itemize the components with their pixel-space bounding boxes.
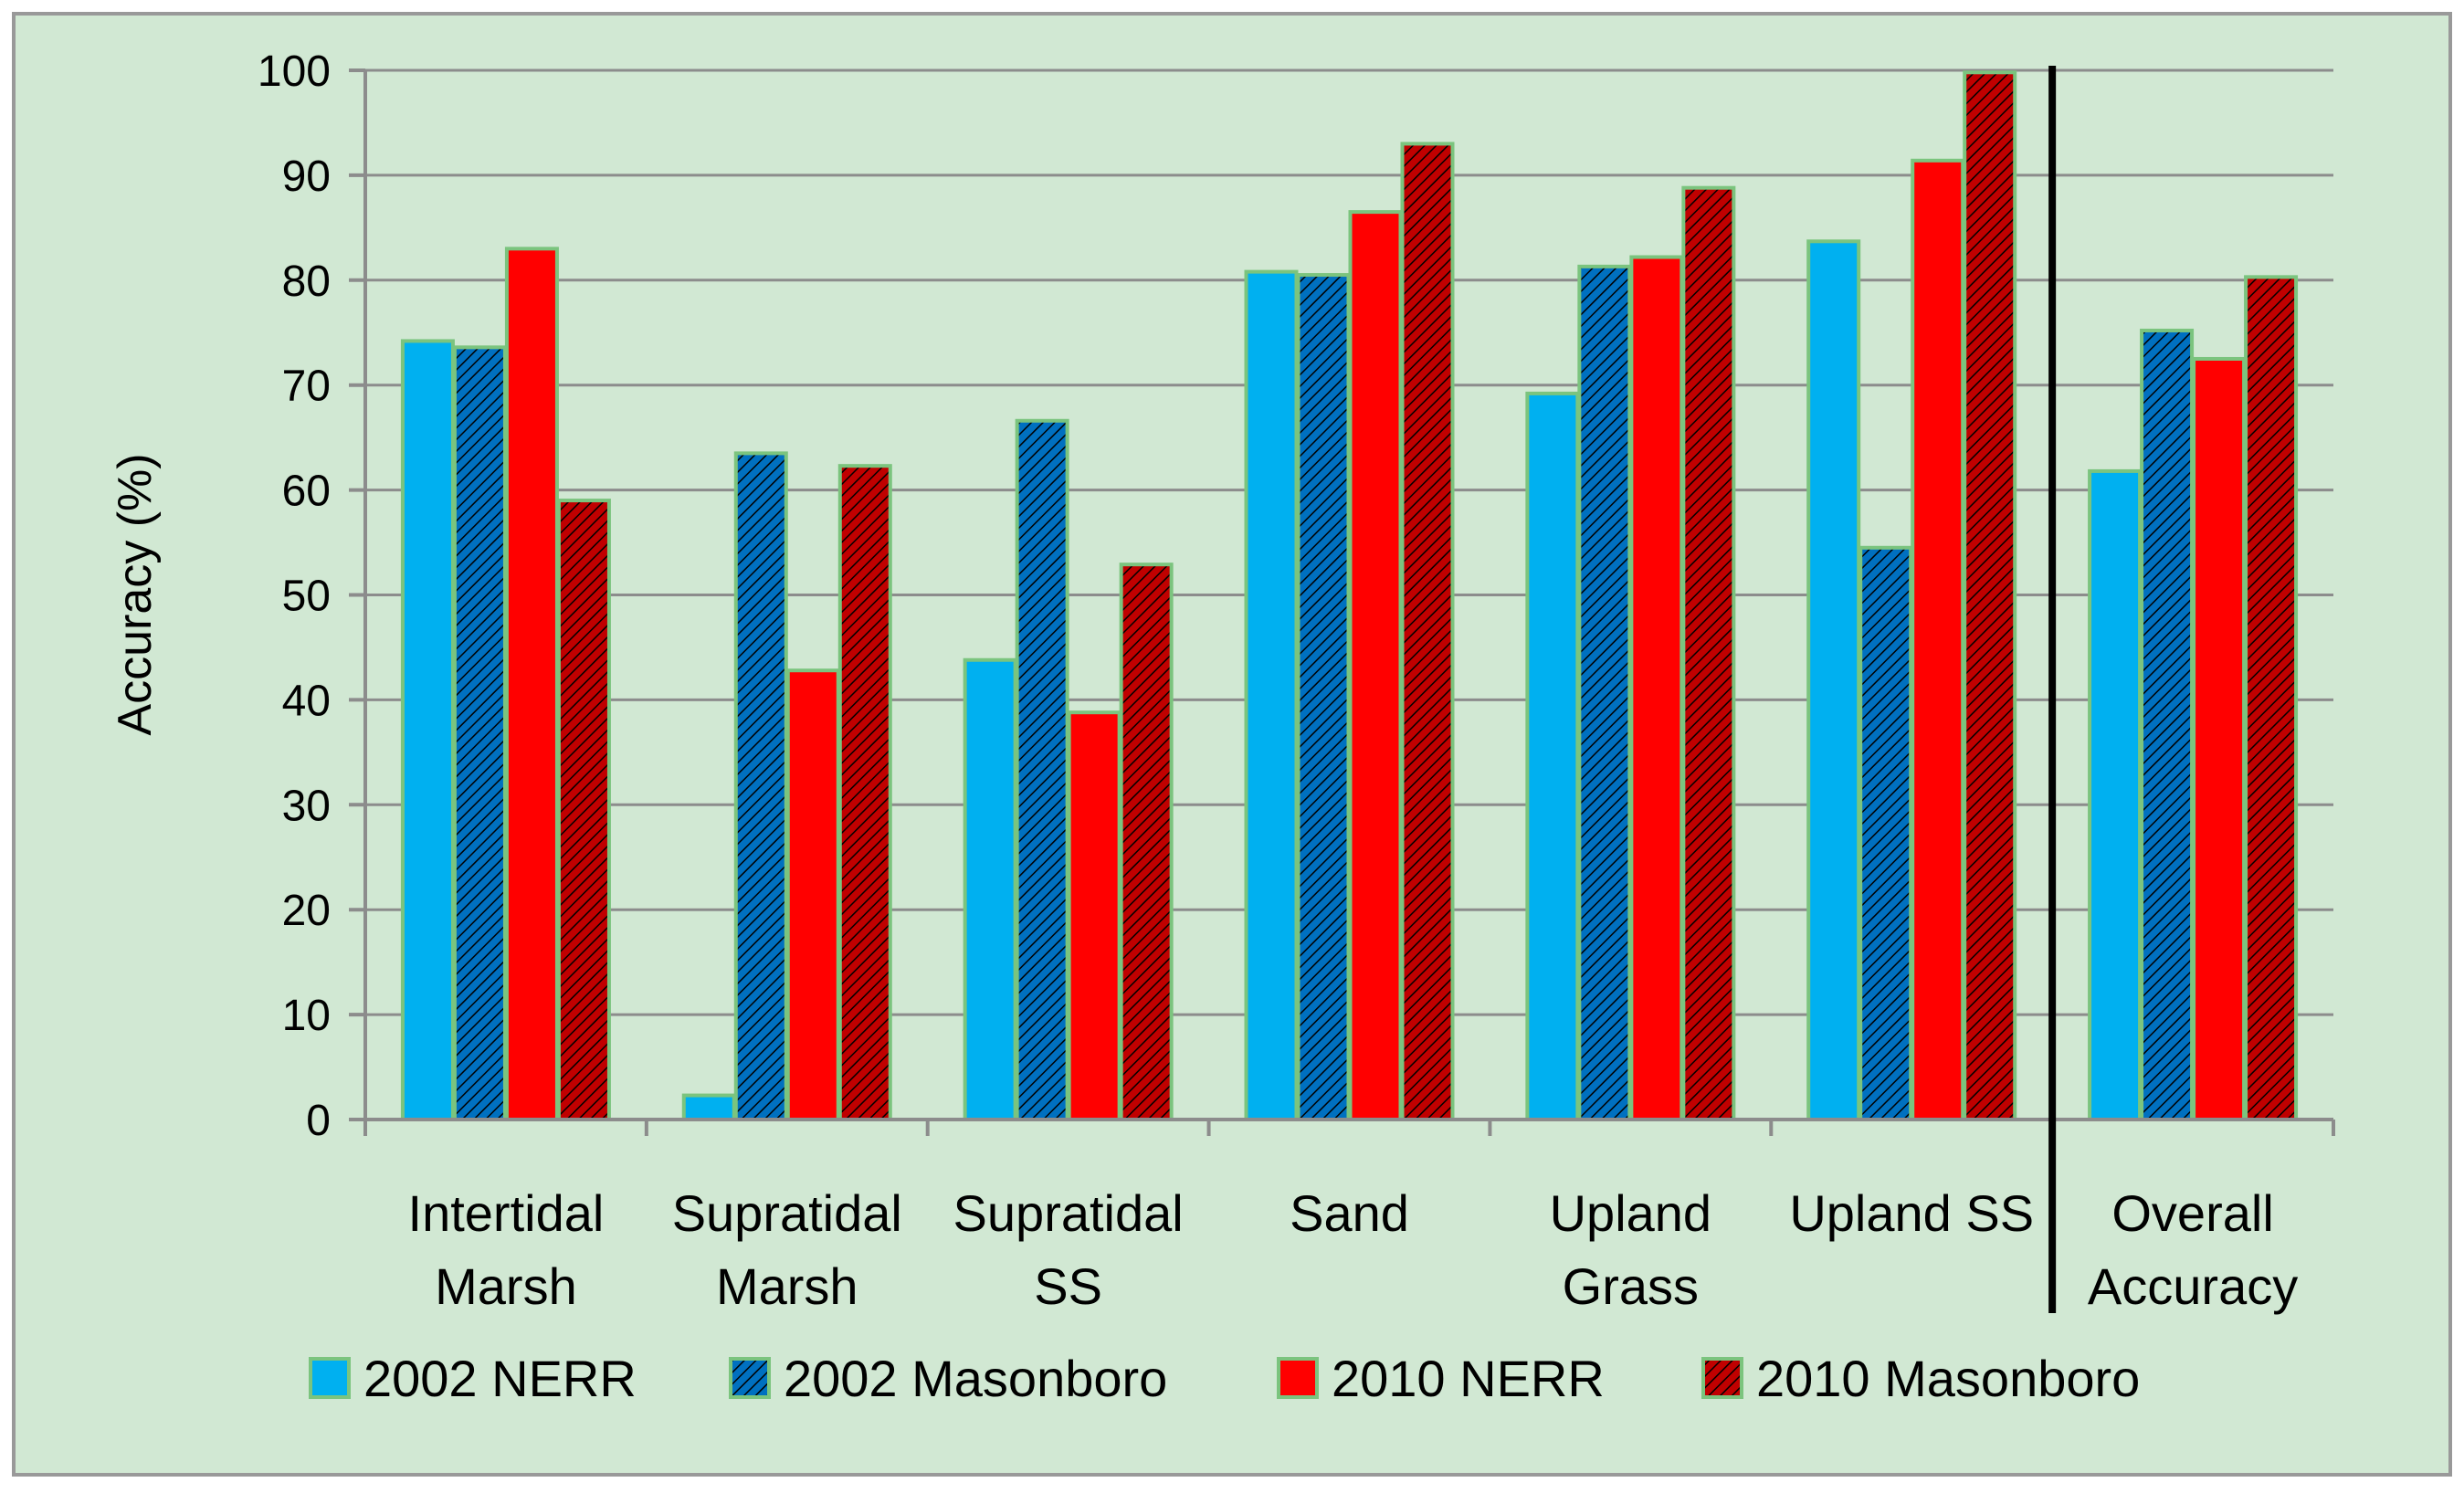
y-axis-title: Accuracy (%): [109, 453, 162, 735]
bar: [1296, 273, 1351, 1121]
legend-label: 2010 Masonboro: [1756, 1350, 2140, 1407]
bar: [2244, 275, 2299, 1121]
bar: [2192, 356, 2247, 1122]
bar: [1911, 158, 1965, 1122]
x-tick-label: Supratidal: [953, 1184, 1184, 1242]
x-tick-label: Supratidal: [672, 1184, 902, 1242]
bar: [837, 464, 892, 1122]
bar: [1348, 210, 1403, 1122]
y-tick-label: 90: [282, 152, 331, 201]
y-tick-label: 30: [282, 782, 331, 830]
bar: [1119, 563, 1174, 1121]
legend: 2002 NERR 2002 Masonboro 2010 NERR 2010 Mas…: [309, 1350, 2140, 1407]
y-tick-labels: 0 10 20 30 40 50 60 70 80 90 100: [258, 47, 331, 1145]
bar: [1806, 239, 1861, 1121]
bar: [1244, 269, 1299, 1122]
legend-swatch: [309, 1357, 351, 1399]
legend-swatch: [729, 1357, 771, 1399]
chart-background: [12, 12, 2452, 1477]
bar: [1577, 264, 1632, 1122]
legend-swatch: [1277, 1357, 1319, 1399]
legend-label: 2010 NERR: [1332, 1350, 1605, 1407]
bar: [1067, 710, 1121, 1121]
bar: [733, 451, 788, 1121]
y-tick-label: 70: [282, 363, 331, 411]
x-tick-label: Grass: [1563, 1257, 1699, 1315]
x-tick-label: Accuracy: [2088, 1257, 2298, 1315]
bar: [681, 1093, 736, 1121]
x-tick-label: Marsh: [435, 1257, 577, 1315]
axes: [349, 66, 2335, 1313]
bar: [963, 657, 1017, 1121]
y-tick-label: 80: [282, 258, 331, 306]
bar: [556, 499, 611, 1121]
bar: [452, 345, 507, 1121]
x-tick-label: SS: [1034, 1257, 1102, 1315]
legend-label: 2002 NERR: [363, 1350, 637, 1407]
y-tick-label: 100: [258, 47, 331, 96]
bar: [1859, 545, 1913, 1121]
legend-swatch: [1701, 1357, 1743, 1399]
x-tick-label: Overall: [2111, 1184, 2273, 1242]
bar: [1015, 418, 1069, 1121]
x-tick-label: Upland: [1550, 1184, 1711, 1242]
y-tick-label: 50: [282, 573, 331, 621]
y-tick-label: 60: [282, 468, 331, 516]
bar: [1400, 142, 1455, 1121]
bar: [2140, 328, 2195, 1121]
y-tick-label: 0: [306, 1097, 331, 1145]
y-tick-label: 20: [282, 887, 331, 935]
x-tick-label: Intertidal: [408, 1184, 605, 1242]
x-tick-label: Marsh: [716, 1257, 858, 1315]
bar: [1525, 391, 1580, 1121]
bar: [1681, 185, 1736, 1122]
x-tick-label: Upland SS: [1789, 1184, 2034, 1242]
bar: [504, 247, 559, 1121]
bar: [1963, 70, 2017, 1122]
legend-label: 2002 Masonboro: [784, 1350, 1167, 1407]
y-tick-label: 40: [282, 677, 331, 725]
bar: [2088, 468, 2143, 1121]
bar: [1629, 255, 1684, 1122]
bar: [785, 668, 840, 1122]
x-tick-labels: Intertidal Marsh Supratidal Marsh Supratidal…: [408, 1184, 2299, 1315]
bar: [400, 339, 455, 1121]
y-tick-label: 10: [282, 992, 331, 1040]
x-tick-label: Sand: [1290, 1184, 1409, 1242]
